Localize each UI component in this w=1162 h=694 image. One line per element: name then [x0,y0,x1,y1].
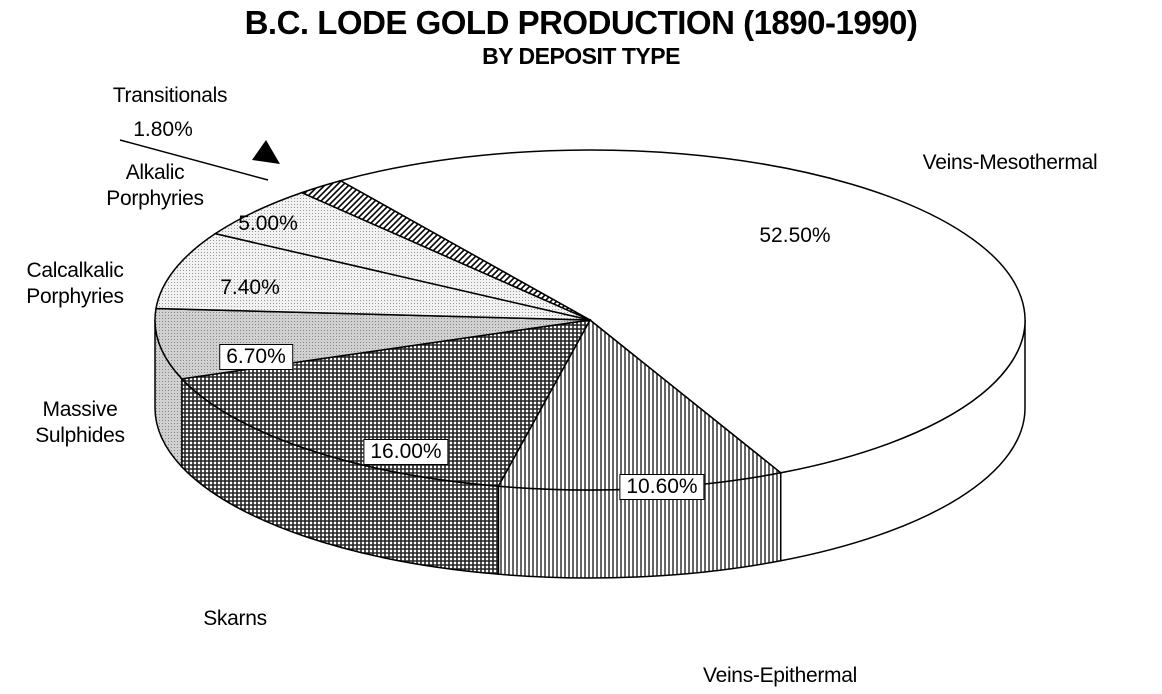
category-label: Calcalkalic Porphyries [26,259,124,308]
slice [338,149,1026,474]
slice [299,179,591,321]
category-label: Veins-Epithermal [703,664,857,687]
category-label: Alkalic Porphyries [106,161,204,210]
value-label: 52.50% [759,224,831,247]
slice [180,319,592,487]
value-label: 10.60% [619,474,705,500]
value-label: 5.00% [238,212,298,235]
category-label: Massive Sulphides [35,398,125,447]
value-label: 7.40% [220,276,280,299]
value-label: 16.00% [363,439,449,465]
category-label: Transitionals [112,84,228,107]
category-label: Veins-Mesothermal [922,151,1098,174]
category-label: Skarns [203,607,267,630]
chart-subtitle: BY DEPOSIT TYPE [482,43,680,69]
value-label: 6.70% [219,344,293,370]
tops [154,149,1026,491]
value-label: 1.80% [133,118,193,141]
chart-title: B.C. LODE GOLD PRODUCTION (1890-1990) [244,4,918,41]
arrow-line [119,139,269,181]
arrow-head [252,140,280,164]
slice [155,232,591,321]
